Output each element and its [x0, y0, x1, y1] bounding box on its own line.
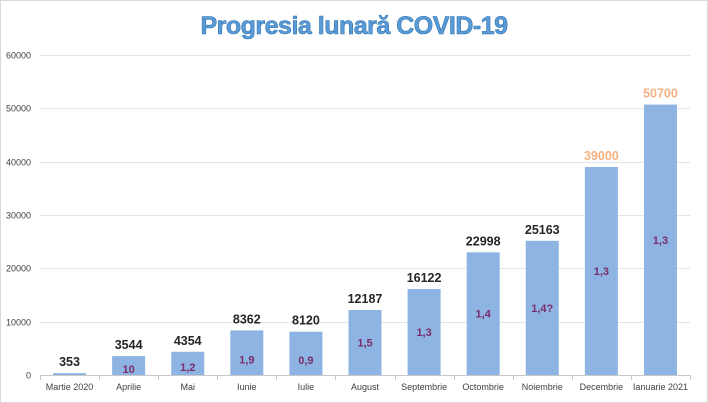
bar [348, 310, 382, 375]
value-label: 4354 [174, 334, 202, 348]
bar [643, 104, 677, 375]
inner-label: 1,3 [594, 266, 609, 278]
value-label: 39000 [584, 149, 619, 163]
inner-label: 1,3 [416, 327, 431, 339]
value-label: 16122 [407, 271, 442, 285]
inner-label: 1,3 [653, 235, 668, 247]
inner-label: 1,2 [180, 362, 195, 374]
x-tick-label: Iunie [237, 382, 257, 392]
bar [230, 330, 264, 375]
bar [584, 167, 618, 375]
y-tick-label: 30000 [6, 211, 31, 221]
bar [112, 356, 146, 375]
x-tick-label: Octombrie [462, 382, 504, 392]
x-tick-label: Mai [180, 382, 195, 392]
x-tick-label: Ianuarie 2021 [633, 382, 688, 392]
x-tick-label: Noiembrie [522, 382, 563, 392]
y-tick-label: 20000 [6, 264, 31, 274]
bar [525, 240, 559, 375]
value-label: 12187 [348, 292, 383, 306]
x-tick-label: Martie 2020 [46, 382, 94, 392]
bar [407, 289, 441, 375]
y-axis: 0 10000 20000 30000 40000 50000 60000 [6, 51, 31, 381]
inner-label: 0,9 [298, 355, 313, 367]
x-tick-label: Septembrie [401, 382, 447, 392]
bar [289, 331, 323, 375]
inner-label: 1,4 [476, 309, 492, 321]
x-tick-label: Decembrie [580, 382, 624, 392]
inner-label: 10 [123, 364, 135, 376]
value-label: 3544 [115, 338, 143, 352]
value-label: 50700 [643, 87, 678, 101]
value-label: 8120 [292, 314, 320, 328]
value-label: 25163 [525, 223, 560, 237]
bar [53, 373, 87, 375]
value-label: 8362 [233, 312, 261, 326]
bar [171, 351, 205, 375]
x-axis: Martie 2020 Aprilie Mai Iunie Iulie August Sep… [46, 382, 688, 392]
gridlines [40, 55, 691, 380]
bar [466, 252, 500, 375]
chart-title: Progresia lunară COVID-19 [200, 12, 507, 40]
value-label: 22998 [466, 234, 501, 248]
y-tick-label: 40000 [6, 158, 31, 168]
y-tick-label: 50000 [6, 104, 31, 114]
y-tick-label: 60000 [6, 51, 31, 61]
x-tick-label: Iulie [298, 382, 315, 392]
y-tick-label: 10000 [6, 318, 31, 328]
x-tick-label: August [351, 382, 380, 392]
inner-label: 1,9 [239, 354, 254, 366]
bars: 353 3544 10 4354 1,2 8362 1,9 8120 0,9 12187 1,5 16… [53, 87, 678, 376]
inner-label: 1,4? [531, 303, 553, 315]
value-label: 353 [59, 355, 80, 369]
y-tick-label: 0 [26, 371, 31, 381]
x-tick-label: Aprilie [116, 382, 141, 392]
inner-label: 1,5 [357, 338, 372, 350]
